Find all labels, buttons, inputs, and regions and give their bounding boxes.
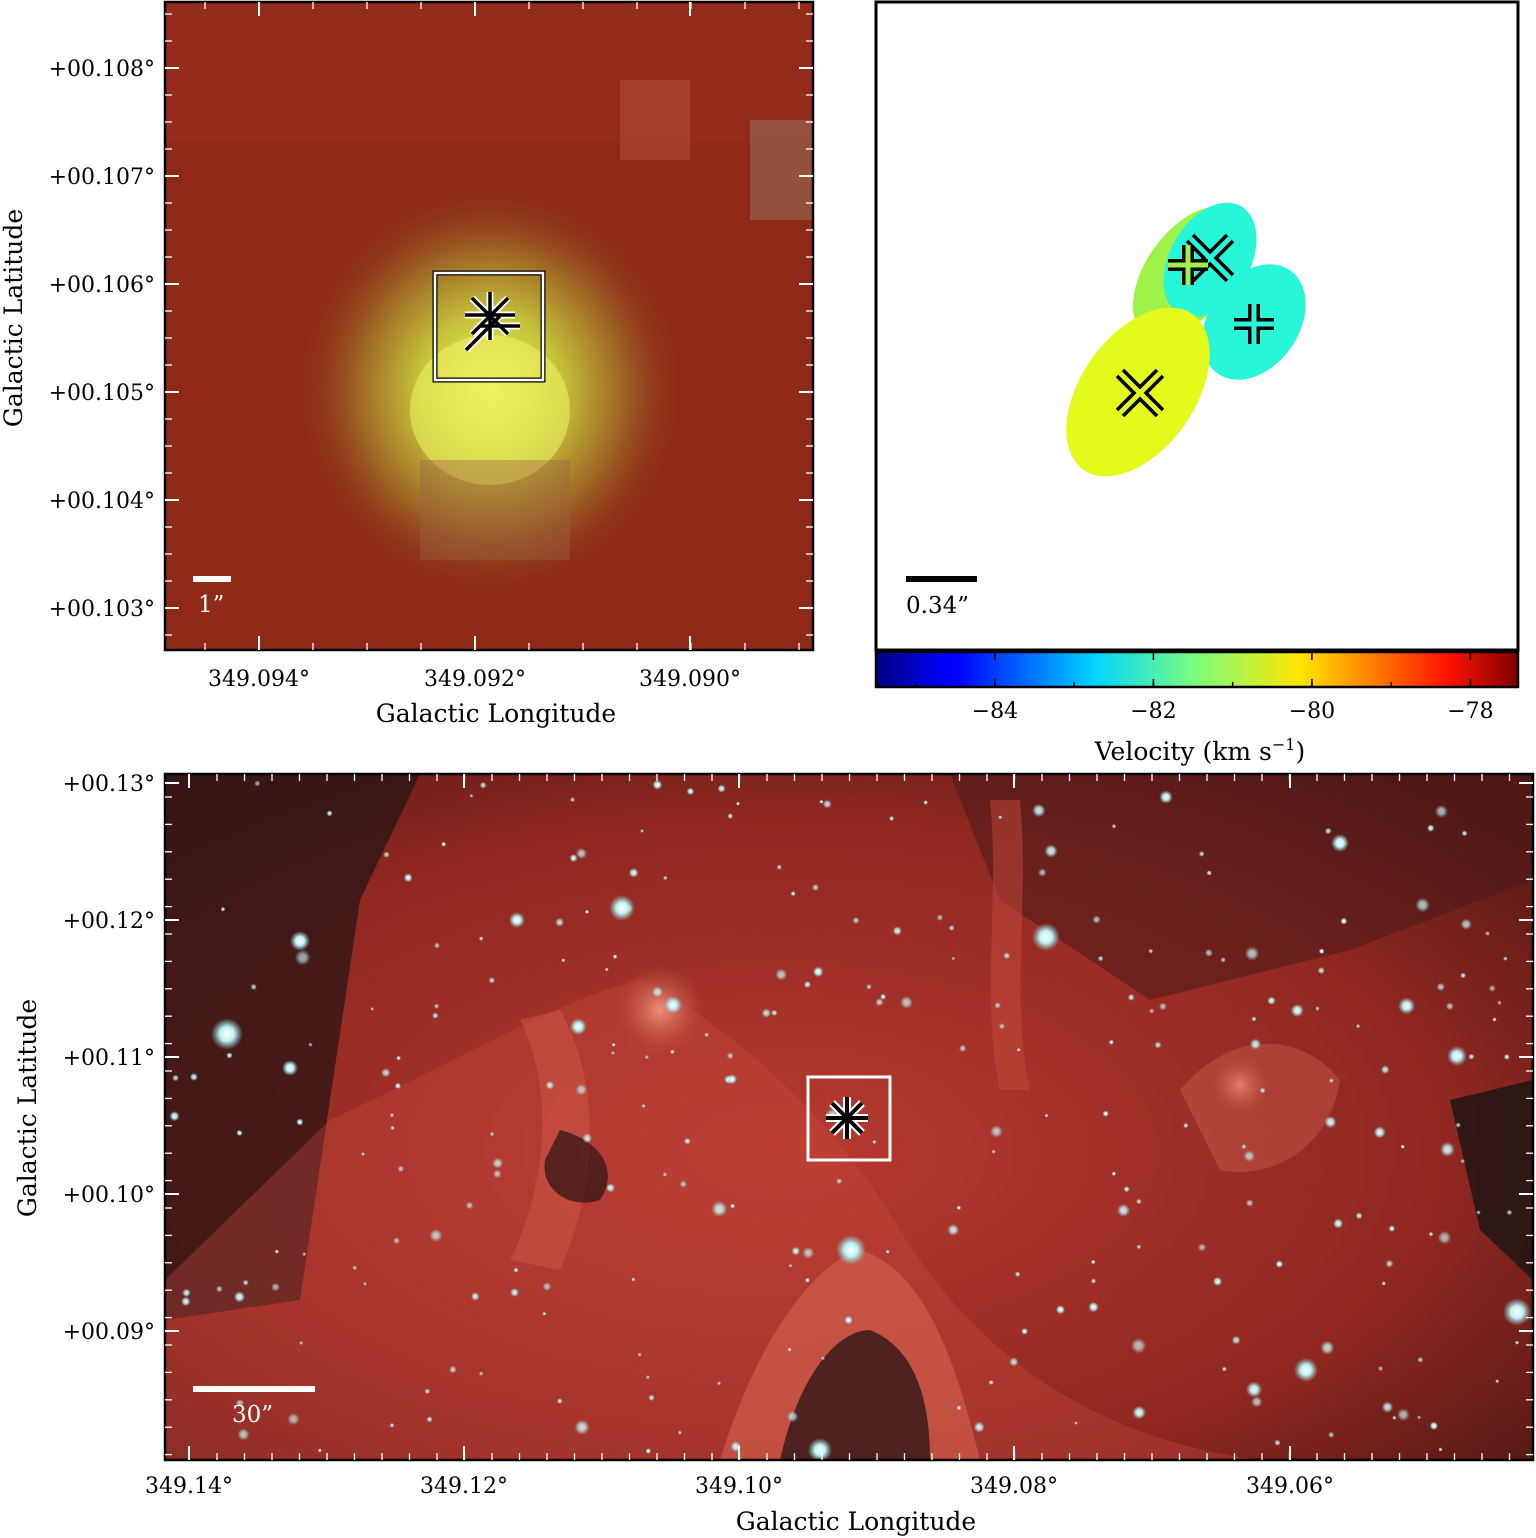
bottom-scalebar: 30” xyxy=(193,1386,315,1428)
velocity-marker-plus xyxy=(1234,304,1274,344)
tl-y-tick: +00.104° xyxy=(49,489,155,514)
tl-y-axis-label: Galactic Latitude xyxy=(0,209,28,427)
dark-region-left xyxy=(165,774,420,1320)
bottom-y-tick: +00.13° xyxy=(63,772,155,797)
bottom-minor-ticks xyxy=(165,774,1533,1460)
bottom-y-tick: +00.10° xyxy=(63,1183,155,1208)
tr-scalebar: 0.34” xyxy=(906,576,977,619)
tr-scalebar-label: 0.34” xyxy=(906,593,969,619)
colorbar-label: Velocity (km s−1) xyxy=(1094,735,1305,766)
tl-x-tick: 349.094° xyxy=(208,667,310,692)
tl-y-tick: +00.108° xyxy=(49,57,155,82)
velocity-colorbar: −84 −82 −80 −78 Velocity (km s−1) xyxy=(874,650,1520,766)
colorbar-tick-label: −82 xyxy=(1130,699,1176,724)
bright-bubble xyxy=(615,965,705,1055)
tr-markers xyxy=(1115,233,1274,418)
bottom-y-tick-labels: +00.13° +00.12° +00.11° +00.10° +00.09° xyxy=(63,772,155,1345)
tl-x-axis-label: Galactic Longitude xyxy=(376,699,616,728)
bottom-y-tick: +00.09° xyxy=(63,1320,155,1345)
tl-y-tick-labels: +00.108° +00.107° +00.106° +00.105° +00.… xyxy=(49,57,155,622)
bottom-y-tick: +00.11° xyxy=(63,1046,155,1071)
colorbar-tick-label: −78 xyxy=(1447,699,1493,724)
tl-y-tick: +00.103° xyxy=(49,597,155,622)
tl-minor-ticks xyxy=(165,2,813,650)
colorbar-gradient xyxy=(876,652,1518,687)
bottom-x-axis-label: Galactic Longitude xyxy=(736,1507,976,1536)
tl-scalebar-label: 1” xyxy=(198,592,224,618)
bottom-star-markers xyxy=(826,1097,868,1139)
tl-x-tick-labels: 349.094° 349.092° 349.090° xyxy=(208,667,741,692)
colorbar-tick-label: −84 xyxy=(972,699,1018,724)
tl-marker-box xyxy=(432,270,546,383)
bottom-x-tick: 349.06° xyxy=(1246,1474,1334,1499)
bottom-y-tick: +00.12° xyxy=(63,909,155,934)
star-field xyxy=(169,779,1531,1460)
top-right-scatter-panel: 0.34” xyxy=(874,0,1520,652)
bottom-x-tick: 349.12° xyxy=(420,1474,508,1499)
tl-star-markers xyxy=(463,292,520,353)
dark-region-top-right xyxy=(950,774,1533,1000)
tl-y-tick: +00.106° xyxy=(49,273,155,298)
velocity-marker-plus xyxy=(1168,245,1208,285)
top-left-image-panel xyxy=(165,2,813,650)
velocity-marker-cross-x xyxy=(1115,368,1165,418)
colorbar-ticks xyxy=(914,652,1472,687)
bottom-x-tick: 349.08° xyxy=(970,1474,1058,1499)
bottom-x-tick-labels: 349.14° 349.12° 349.10° 349.08° 349.06° xyxy=(145,1474,1334,1499)
tl-y-tick: +00.105° xyxy=(49,381,155,406)
bottom-ticks xyxy=(165,774,1533,1460)
colorbar-tick-label: −80 xyxy=(1289,699,1335,724)
bottom-y-axis-label: Galactic Latitude xyxy=(13,999,42,1217)
tl-scalebar: 1” xyxy=(193,576,231,618)
bottom-marker-box xyxy=(806,1075,892,1162)
bottom-scalebar-label: 30” xyxy=(232,1402,273,1428)
tl-x-tick: 349.092° xyxy=(424,667,526,692)
tl-y-tick: +00.107° xyxy=(49,165,155,190)
colorbar-tick-labels: −84 −82 −80 −78 xyxy=(972,699,1494,724)
velocity-marker-cross-x xyxy=(1185,233,1235,283)
bottom-x-tick: 349.10° xyxy=(695,1474,783,1499)
dark-cavity xyxy=(780,1330,930,1460)
tl-frame xyxy=(163,0,815,652)
bottom-x-tick: 349.14° xyxy=(145,1474,233,1499)
tl-x-tick: 349.090° xyxy=(639,667,741,692)
